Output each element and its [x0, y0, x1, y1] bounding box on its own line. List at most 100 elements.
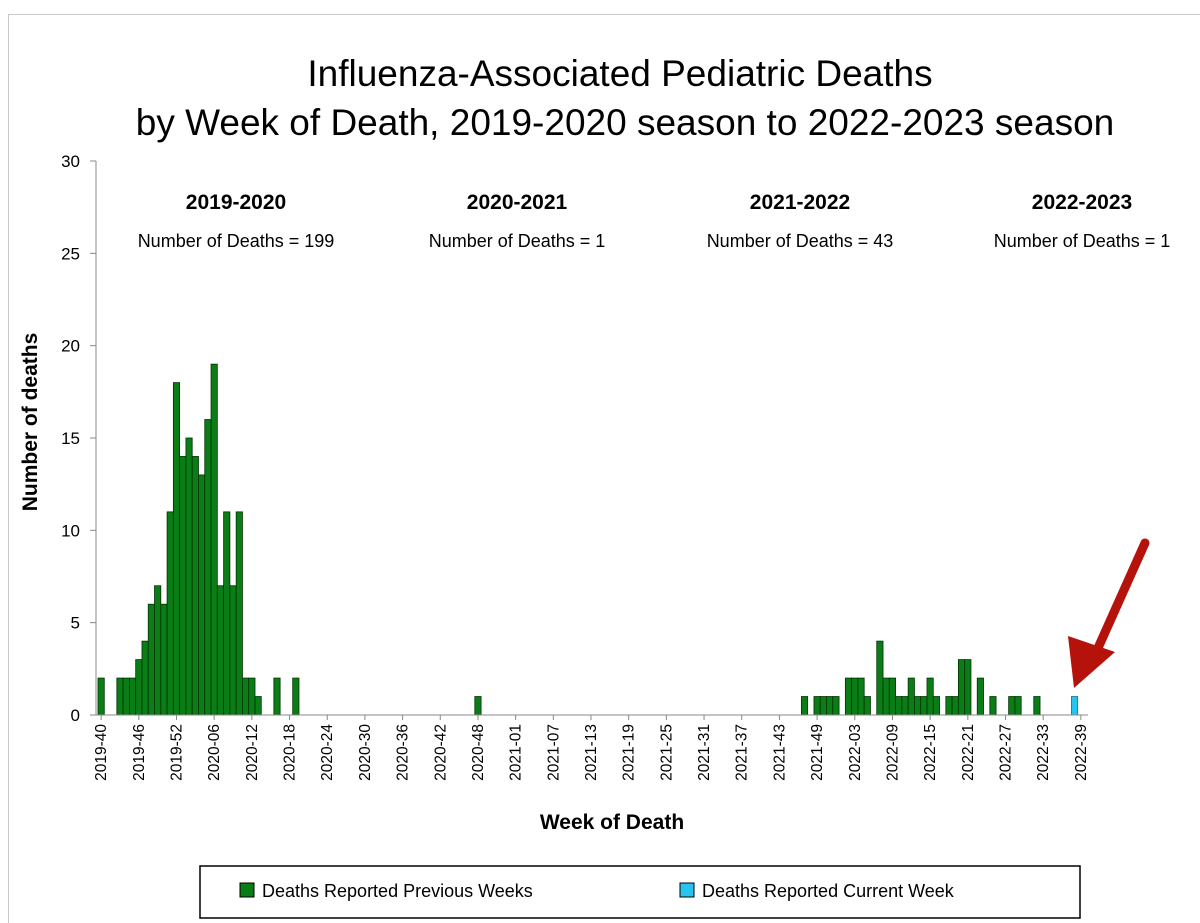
y-tick-label-0: 0	[71, 706, 80, 725]
x-tick-label-2020-30: 2020-30	[357, 724, 374, 781]
season-deaths-2021-2022: Number of Deaths = 43	[707, 231, 894, 251]
bar-2022-29	[1014, 696, 1022, 716]
x-tick-label-2021-13: 2021-13	[583, 724, 600, 781]
bar-2019-45	[128, 677, 137, 716]
season-label-2021-2022: 2021-2022	[750, 191, 850, 214]
bar-2022-18	[945, 696, 953, 716]
bar-2019-51	[166, 511, 174, 716]
bar-2020-12	[248, 677, 256, 716]
x-tick-label-2020-18: 2020-18	[282, 724, 299, 781]
bar-2022-23	[976, 677, 984, 716]
bar-2020-10	[235, 511, 243, 716]
bar-2022-03	[851, 677, 859, 716]
bar-current-2022-38	[1071, 696, 1079, 716]
bar-2021-52	[832, 696, 840, 716]
season-label-2019-2020: 2019-2020	[186, 191, 286, 214]
bar-2022-20	[957, 659, 966, 716]
bar-2022-09	[888, 677, 896, 716]
bar-2022-25	[989, 696, 997, 716]
bar-2021-49	[813, 696, 821, 716]
bar-2022-28	[1008, 696, 1016, 716]
bar-2019-43	[116, 677, 124, 716]
chart-title-line-1: Influenza-Associated Pediatric Deaths	[307, 53, 932, 94]
bar-2020-11	[242, 677, 250, 716]
x-tick-label-2021-07: 2021-07	[545, 724, 562, 781]
x-tick-label-2021-43: 2021-43	[771, 724, 788, 781]
bar-2019-44	[122, 677, 130, 716]
y-tick-label-5: 5	[71, 614, 80, 633]
bar-2022-14	[920, 696, 928, 716]
y-tick-label-30: 30	[61, 152, 80, 171]
bar-2021-47	[800, 696, 809, 716]
bar-2020-08	[223, 511, 231, 716]
bar-2022-16	[932, 696, 940, 716]
bar-2022-08	[882, 677, 890, 716]
x-tick-label-2020-42: 2020-42	[432, 724, 449, 781]
bar-2019-47	[141, 640, 149, 716]
legend-box	[199, 865, 1081, 919]
bar-2021-50	[819, 696, 827, 716]
legend-label-previous: Deaths Reported Previous Weeks	[262, 881, 533, 901]
bar-2022-12	[907, 677, 915, 716]
chart-title-line-2: by Week of Death, 2019-2020 season to 20…	[136, 102, 1114, 143]
x-tick-label-2021-49: 2021-49	[809, 724, 826, 781]
y-tick-label-10: 10	[61, 521, 80, 540]
x-tick-label-2022-15: 2022-15	[922, 724, 939, 781]
x-tick-label-2022-03: 2022-03	[847, 724, 864, 781]
bars	[97, 363, 1079, 716]
bar-2020-05	[204, 419, 212, 716]
bar-2019-50	[160, 603, 168, 716]
x-tick-label-2019-46: 2019-46	[131, 724, 148, 781]
season-deaths-2020-2021: Number of Deaths = 1	[429, 231, 606, 251]
legend-swatch-current	[679, 882, 695, 898]
bar-2019-46	[135, 659, 143, 716]
bar-2022-15	[926, 677, 934, 716]
x-tick-label-2022-21: 2022-21	[960, 724, 977, 781]
bar-2022-32	[1033, 696, 1041, 716]
y-tick-label-15: 15	[61, 429, 80, 448]
bar-2020-01	[179, 456, 187, 716]
bar-2021-51	[826, 696, 834, 716]
x-tick-label-2021-01: 2021-01	[508, 724, 525, 781]
bar-2020-16	[273, 677, 281, 716]
y-tick-label-25: 25	[61, 244, 80, 263]
y-axis-label: Number of deaths	[19, 333, 42, 512]
x-tick-label-2022-27: 2022-27	[998, 724, 1015, 781]
x-axis-label: Week of Death	[540, 811, 684, 834]
season-deaths-2022-2023: Number of Deaths = 1	[994, 231, 1171, 251]
bar-2020-02	[185, 437, 193, 716]
x-tick-label-2020-06: 2020-06	[206, 724, 223, 781]
y-axis-ticks: 0 5 10 15 20 25 30	[61, 152, 96, 725]
bar-2019-40	[97, 677, 105, 716]
season-label-2020-2021: 2020-2021	[467, 191, 568, 214]
chart-frame	[8, 14, 1200, 923]
x-tick-label-2020-48: 2020-48	[470, 724, 487, 781]
x-tick-label-2021-31: 2021-31	[696, 724, 713, 781]
bar-2022-04	[857, 677, 865, 716]
x-tick-label-2019-52: 2019-52	[169, 724, 186, 781]
x-tick-label-2021-37: 2021-37	[734, 724, 751, 781]
x-tick-label-2020-12: 2020-12	[244, 724, 261, 781]
x-tick-label-2020-24: 2020-24	[319, 724, 336, 781]
bar-2020-04	[198, 474, 206, 716]
legend-swatch-previous	[239, 882, 255, 898]
bar-2020-07	[216, 585, 225, 716]
bar-2019-49	[154, 585, 162, 716]
season-annotations: 2019-2020 Number of Deaths = 199 2020-2021…	[138, 191, 1171, 251]
x-tick-label-2019-40: 2019-40	[93, 724, 110, 781]
bar-2019-52	[172, 382, 181, 716]
bar-2022-21	[964, 659, 972, 716]
x-axis-ticks: 2019-40 2019-46 2019-52 2020-06 2020-12 2020-…	[93, 715, 1090, 781]
bar-2020-19	[292, 677, 300, 716]
bar-2020-48	[474, 696, 482, 716]
arrow-annotation	[1068, 538, 1150, 688]
bar-2020-03	[191, 456, 199, 716]
bar-2022-10	[895, 696, 903, 716]
legend-label-current: Deaths Reported Current Week	[702, 881, 955, 901]
bar-2022-11	[901, 696, 909, 716]
bar-2019-48	[147, 603, 155, 716]
bar-2020-13	[254, 696, 262, 716]
bar-2020-09	[229, 585, 237, 716]
x-tick-label-2021-25: 2021-25	[658, 724, 675, 781]
